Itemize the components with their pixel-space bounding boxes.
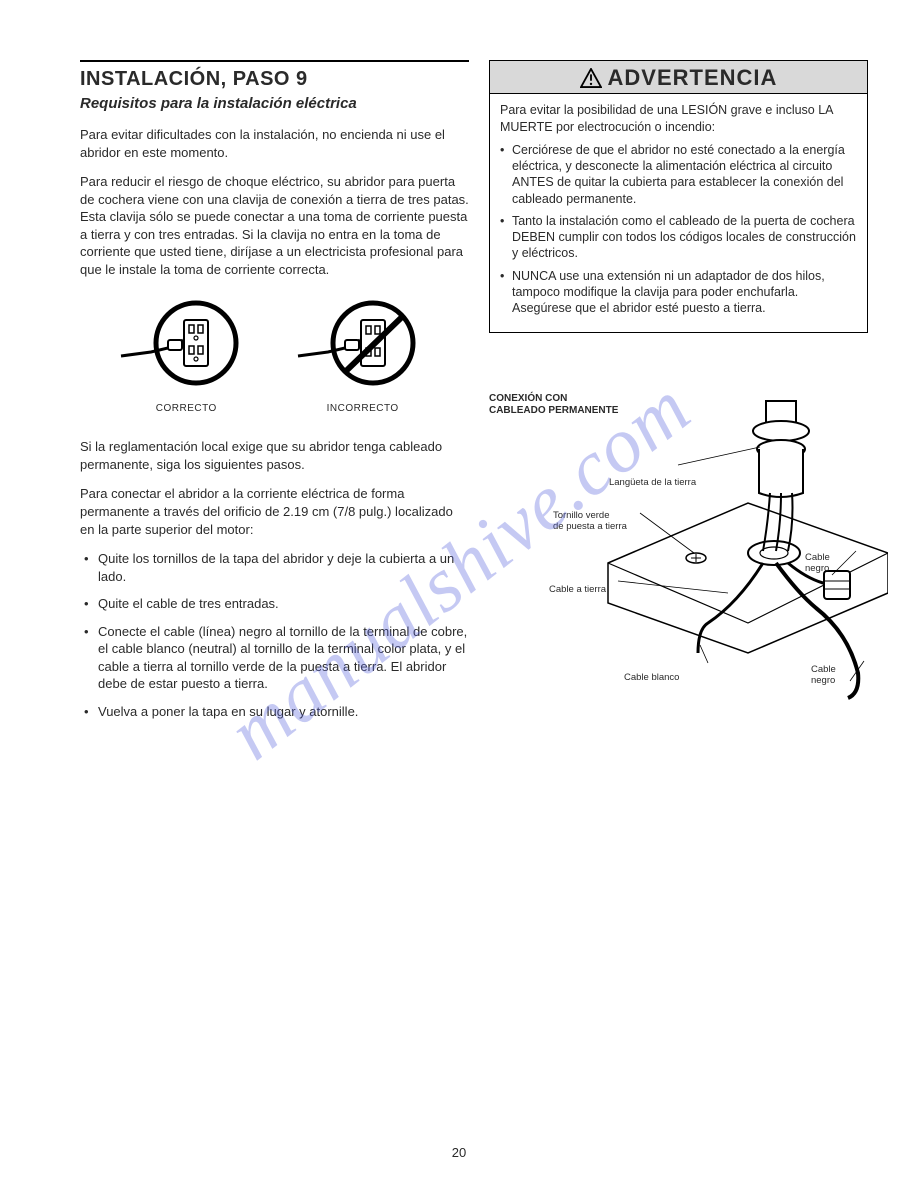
para-permanent-1: Si la reglamentación local exige que su … bbox=[80, 438, 469, 473]
label-cable-negro-bot: Cable negro bbox=[811, 665, 851, 686]
warning-box: ADVERTENCIA Para evitar la posibilidad d… bbox=[489, 60, 868, 333]
install-steps-list: Quite los tornillos de la tapa del abrid… bbox=[80, 550, 469, 720]
section-rule bbox=[80, 60, 469, 62]
warning-header-text: ADVERTENCIA bbox=[608, 65, 778, 91]
warning-triangle-icon bbox=[580, 68, 602, 88]
label-tornillo: Tornillo verde de puesta a tierra bbox=[553, 511, 627, 532]
figure-correct-label: CORRECTO bbox=[116, 403, 256, 414]
warning-list: Cerciórese de que el abridor no esté con… bbox=[500, 142, 857, 317]
para-permanent-2: Para conectar el abridor a la corriente … bbox=[80, 485, 469, 538]
list-item: NUNCA use una extensión ni un adaptador … bbox=[500, 268, 857, 317]
section-title: INSTALACIÓN, PASO 9 bbox=[80, 68, 469, 91]
list-item: Vuelva a poner la tapa en su lugar y ato… bbox=[80, 703, 469, 721]
label-tornillo-l2: de puesta a tierra bbox=[553, 521, 627, 532]
right-column: ADVERTENCIA Para evitar la posibilidad d… bbox=[489, 60, 868, 730]
figure-incorrect: INCORRECTO bbox=[293, 298, 433, 414]
outlet-incorrect-icon bbox=[293, 298, 433, 398]
warning-body: Para evitar la posibilidad de una LESIÓN… bbox=[490, 94, 867, 332]
page-number: 20 bbox=[452, 1145, 466, 1160]
figure-correct: CORRECTO bbox=[116, 298, 256, 414]
wiring-diagram: CONEXIÓN CON CABLEADO PERMANENTE bbox=[489, 393, 868, 713]
label-tornillo-l1: Tornillo verde bbox=[553, 510, 610, 521]
plug-figures: CORRECTO INCORRECTO bbox=[80, 298, 469, 414]
para-intro-1: Para evitar dificultades con la instalac… bbox=[80, 126, 469, 161]
warning-header: ADVERTENCIA bbox=[490, 61, 867, 94]
label-cable-blanco: Cable blanco bbox=[624, 673, 679, 683]
wiring-diagram-icon bbox=[548, 393, 888, 703]
label-cable-negro-top: Cable negro bbox=[805, 553, 845, 574]
list-item: Tanto la instalación como el cableado de… bbox=[500, 213, 857, 262]
label-langueta: Langüeta de la tierra bbox=[609, 478, 696, 488]
list-item: Quite los tornillos de la tapa del abrid… bbox=[80, 550, 469, 585]
left-column: INSTALACIÓN, PASO 9 Requisitos para la i… bbox=[80, 60, 469, 730]
warning-intro: Para evitar la posibilidad de una LESIÓN… bbox=[500, 102, 857, 136]
figure-incorrect-label: INCORRECTO bbox=[293, 403, 433, 414]
list-item: Cerciórese de que el abridor no esté con… bbox=[500, 142, 857, 207]
outlet-correct-icon bbox=[116, 298, 256, 398]
list-item: Conecte el cable (línea) negro al tornil… bbox=[80, 623, 469, 693]
label-cable-tierra: Cable a tierra bbox=[549, 585, 606, 595]
para-intro-2: Para reducir el riesgo de choque eléctri… bbox=[80, 173, 469, 278]
list-item: Quite el cable de tres entradas. bbox=[80, 595, 469, 613]
page-container: INSTALACIÓN, PASO 9 Requisitos para la i… bbox=[80, 60, 868, 730]
section-subtitle: Requisitos para la instalación eléctrica bbox=[80, 95, 469, 112]
